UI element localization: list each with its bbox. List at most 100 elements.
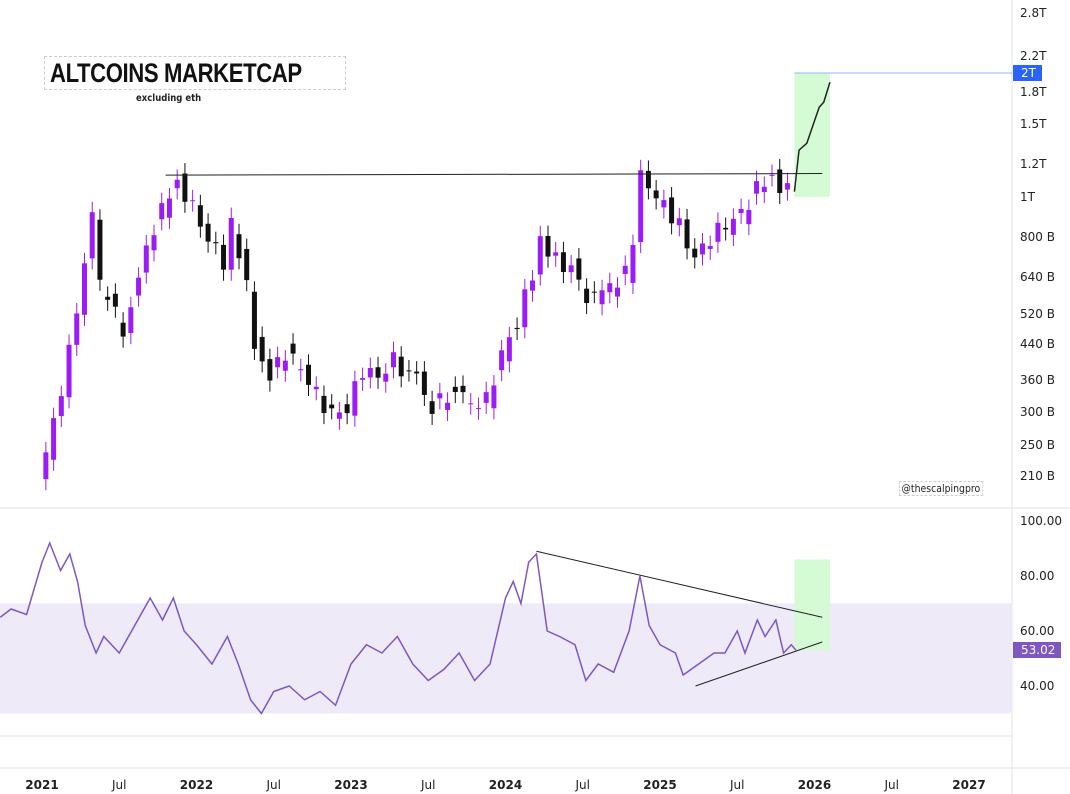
candle-body bbox=[66, 344, 72, 398]
rsi-lower-trendline bbox=[695, 641, 823, 687]
candle-body bbox=[228, 218, 234, 270]
candle-body bbox=[344, 404, 350, 414]
time-axis-label: Jul bbox=[266, 778, 281, 792]
candle-body bbox=[607, 283, 613, 293]
candle-body bbox=[568, 265, 574, 273]
time-axis-label: 2026 bbox=[797, 778, 832, 792]
candle-body bbox=[483, 392, 489, 403]
price-axis-label: 800 B bbox=[1020, 229, 1055, 244]
candle-body bbox=[460, 385, 466, 393]
candle-body bbox=[723, 227, 729, 230]
price-axis-label: 360 B bbox=[1020, 372, 1055, 387]
candle-body bbox=[105, 296, 111, 300]
time-axis-label: 2023 bbox=[334, 778, 368, 792]
price-axis-label: 1.8T bbox=[1020, 84, 1047, 99]
candle-body bbox=[151, 235, 157, 251]
rsi-line bbox=[0, 540, 797, 715]
candle-body bbox=[174, 179, 180, 189]
candle-body bbox=[746, 209, 752, 225]
candle-body bbox=[97, 219, 103, 280]
candle-body bbox=[591, 291, 597, 293]
candle-body bbox=[429, 401, 435, 414]
candle-body bbox=[58, 396, 64, 417]
candle-body bbox=[506, 337, 512, 362]
candle-body bbox=[622, 265, 628, 274]
price-axis-label: 210 B bbox=[1020, 469, 1055, 484]
candle-body bbox=[74, 313, 80, 345]
candle-body bbox=[576, 258, 582, 280]
resistance-line bbox=[165, 173, 823, 176]
price-axis-label: 250 B bbox=[1020, 438, 1055, 452]
candle-body bbox=[676, 218, 682, 226]
candle-body bbox=[43, 452, 49, 480]
candle-body bbox=[414, 371, 420, 374]
candle-body bbox=[615, 287, 621, 297]
candle-body bbox=[491, 385, 497, 409]
candle-body bbox=[89, 212, 95, 259]
price-target-zone bbox=[794, 73, 830, 197]
candle-body bbox=[754, 181, 760, 194]
candle-body bbox=[692, 248, 698, 258]
candle-body bbox=[715, 222, 721, 242]
time-axis-label: 2025 bbox=[643, 778, 677, 792]
candle-body bbox=[437, 393, 443, 399]
candle-body bbox=[259, 336, 265, 362]
price-axis-label: 2.2T bbox=[1020, 48, 1047, 63]
candle-body bbox=[777, 169, 783, 194]
title-box: ALTCOINS MARKETCAP bbox=[44, 56, 346, 90]
candle-body bbox=[669, 197, 675, 224]
candle-body bbox=[475, 408, 481, 410]
rsi-axis-label: 60.00 bbox=[1020, 624, 1055, 638]
rsi-axis-label: 80.00 bbox=[1020, 569, 1055, 583]
time-axis-label: 2024 bbox=[488, 778, 523, 792]
candle-body bbox=[190, 200, 196, 202]
price-pane bbox=[43, 72, 1012, 491]
price-axis-label: 520 B bbox=[1020, 306, 1055, 321]
candle-body bbox=[499, 350, 505, 371]
candle-body bbox=[321, 395, 327, 414]
time-axis-label: 2027 bbox=[952, 778, 986, 792]
candle-body bbox=[290, 343, 296, 354]
candle-body bbox=[197, 205, 203, 227]
chart-subtitle: excluding eth bbox=[136, 93, 202, 104]
candle-body bbox=[545, 235, 551, 257]
candle-body bbox=[213, 242, 219, 244]
rsi-axis-label: 40.00 bbox=[1020, 679, 1055, 693]
candle-body bbox=[784, 183, 790, 190]
candle-body bbox=[143, 245, 149, 273]
candle-body bbox=[313, 386, 319, 390]
price-axis-label: 640 B bbox=[1020, 269, 1055, 284]
price-axis-label: 1.5T bbox=[1020, 117, 1047, 132]
candle-body bbox=[560, 252, 566, 272]
candle-body bbox=[553, 252, 559, 256]
time-axis-label: Jul bbox=[112, 778, 127, 792]
candle-body bbox=[445, 402, 451, 410]
candle-body bbox=[761, 186, 767, 192]
candle-body bbox=[769, 174, 775, 176]
rsi-band bbox=[0, 603, 1012, 714]
time-axis-label: Jul bbox=[421, 778, 436, 792]
candle-body bbox=[329, 404, 335, 409]
rsi-axis-label: 100.00 bbox=[1020, 514, 1062, 528]
candle-body bbox=[81, 263, 87, 315]
candle-body bbox=[166, 198, 172, 218]
price-tag: 2T bbox=[1013, 65, 1042, 81]
candle-body bbox=[684, 219, 690, 249]
time-axis-label: 2021 bbox=[25, 778, 59, 792]
candle-body bbox=[661, 200, 667, 208]
time-axis-label: Jul bbox=[884, 778, 899, 792]
candle-body bbox=[275, 357, 281, 368]
candle-body bbox=[730, 218, 736, 235]
time-axis-label: Jul bbox=[730, 778, 745, 792]
candle-body bbox=[522, 289, 528, 328]
price-axis-label: 1.2T bbox=[1020, 157, 1047, 172]
candle-body bbox=[112, 293, 118, 307]
candle-body bbox=[699, 243, 705, 255]
candle-body bbox=[267, 359, 273, 381]
candle-body bbox=[205, 223, 211, 242]
candle-body bbox=[375, 367, 381, 378]
candle-body bbox=[360, 378, 366, 380]
candle-body bbox=[51, 418, 57, 460]
candle-body bbox=[390, 352, 396, 368]
